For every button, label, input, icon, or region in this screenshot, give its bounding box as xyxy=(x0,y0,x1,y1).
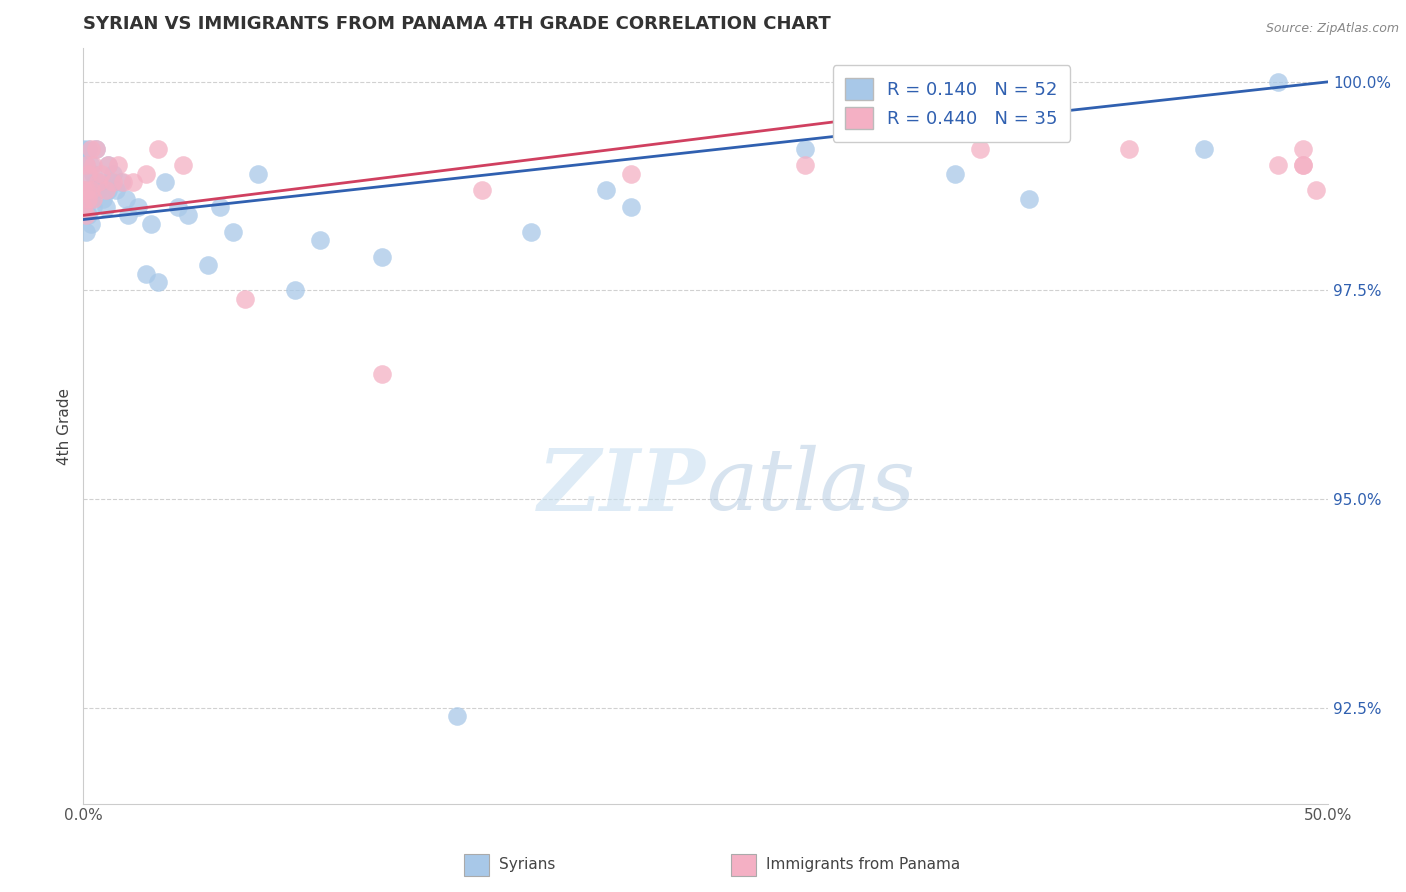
Point xyxy=(75,158,97,172)
Point xyxy=(90,175,112,189)
Y-axis label: 4th Grade: 4th Grade xyxy=(58,387,72,465)
Point xyxy=(94,200,117,214)
Point xyxy=(75,158,97,172)
Legend: R = 0.140   N = 52, R = 0.440   N = 35: R = 0.140 N = 52, R = 0.440 N = 35 xyxy=(832,65,1070,142)
Point xyxy=(146,275,169,289)
Point xyxy=(1192,142,1215,156)
Point xyxy=(595,183,617,197)
Text: ZIP: ZIP xyxy=(538,445,706,528)
Point xyxy=(100,175,122,189)
Point xyxy=(101,175,124,189)
Point xyxy=(80,142,103,156)
Point xyxy=(75,225,97,239)
Point xyxy=(308,233,330,247)
Point xyxy=(80,158,103,172)
Point xyxy=(1118,142,1140,156)
Point xyxy=(167,200,190,214)
Point xyxy=(84,142,107,156)
Text: Source: ZipAtlas.com: Source: ZipAtlas.com xyxy=(1265,22,1399,36)
Point xyxy=(77,142,100,156)
Text: atlas: atlas xyxy=(706,445,915,528)
Point xyxy=(77,192,100,206)
Point xyxy=(87,183,110,197)
Point xyxy=(1267,158,1289,172)
Text: Immigrants from Panama: Immigrants from Panama xyxy=(766,857,960,872)
Text: SYRIAN VS IMMIGRANTS FROM PANAMA 4TH GRADE CORRELATION CHART: SYRIAN VS IMMIGRANTS FROM PANAMA 4TH GRA… xyxy=(83,15,831,33)
Point xyxy=(794,158,817,172)
Point xyxy=(72,200,94,214)
Point xyxy=(1267,75,1289,89)
Point xyxy=(82,192,104,206)
Point xyxy=(72,200,94,214)
Point xyxy=(471,183,494,197)
Point xyxy=(72,183,94,197)
Point xyxy=(72,142,94,156)
Point xyxy=(122,175,145,189)
Point xyxy=(172,158,194,172)
Point xyxy=(107,158,129,172)
Point xyxy=(110,175,132,189)
Point xyxy=(1292,158,1315,172)
Point xyxy=(233,292,256,306)
Point xyxy=(1305,183,1327,197)
Point xyxy=(82,158,104,172)
Point xyxy=(117,208,139,222)
Point xyxy=(84,142,107,156)
Point xyxy=(177,208,200,222)
Point xyxy=(1292,142,1315,156)
Point xyxy=(209,200,232,214)
Point xyxy=(77,167,100,181)
Point xyxy=(1292,158,1315,172)
Point xyxy=(80,183,103,197)
Text: Syrians: Syrians xyxy=(499,857,555,872)
Point xyxy=(75,200,97,214)
Point xyxy=(221,225,243,239)
Point xyxy=(139,217,162,231)
Point xyxy=(80,192,103,206)
Point xyxy=(446,709,468,723)
Point xyxy=(101,167,124,181)
Point xyxy=(80,217,103,231)
Point xyxy=(94,183,117,197)
Point xyxy=(75,208,97,222)
Point xyxy=(520,225,543,239)
Point xyxy=(135,167,157,181)
Point xyxy=(77,175,100,189)
Point xyxy=(84,175,107,189)
Point xyxy=(104,183,127,197)
Point xyxy=(620,200,643,214)
Point xyxy=(943,167,966,181)
Point xyxy=(87,175,110,189)
Point xyxy=(371,250,394,264)
Point xyxy=(146,142,169,156)
Point xyxy=(75,183,97,197)
Point xyxy=(620,167,643,181)
Point xyxy=(72,183,94,197)
Point xyxy=(77,208,100,222)
Point xyxy=(82,167,104,181)
Point xyxy=(371,367,394,381)
Point xyxy=(969,142,991,156)
Point xyxy=(90,167,112,181)
Point xyxy=(82,200,104,214)
Point xyxy=(127,200,149,214)
Point xyxy=(97,158,120,172)
Point xyxy=(135,267,157,281)
Point xyxy=(246,167,269,181)
Point xyxy=(97,158,120,172)
Point xyxy=(1018,192,1040,206)
Point xyxy=(794,142,817,156)
Point xyxy=(75,183,97,197)
Point xyxy=(91,192,114,206)
Point xyxy=(112,175,135,189)
Point xyxy=(284,284,307,298)
Point xyxy=(155,175,177,189)
Point xyxy=(97,183,120,197)
Point xyxy=(197,259,219,273)
Point xyxy=(114,192,136,206)
